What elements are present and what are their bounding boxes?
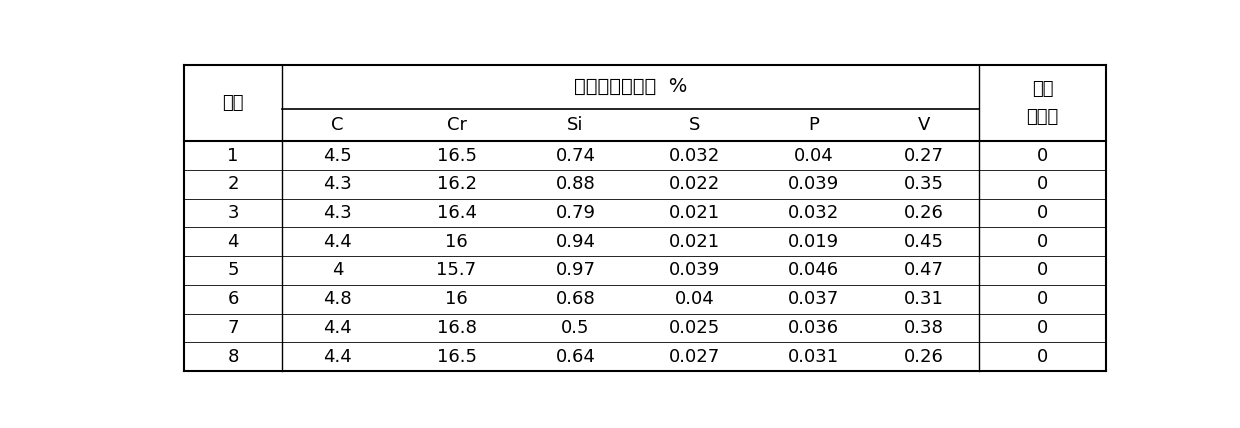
Text: 0: 0 [1037, 319, 1048, 337]
Text: 0.039: 0.039 [787, 175, 839, 193]
Text: 4.4: 4.4 [324, 348, 352, 366]
Text: 0.021: 0.021 [668, 233, 720, 251]
Text: 16.8: 16.8 [436, 319, 476, 337]
Text: 0.019: 0.019 [787, 233, 839, 251]
Text: 0.64: 0.64 [556, 348, 595, 366]
Text: 0.032: 0.032 [787, 204, 839, 222]
Text: C: C [331, 116, 343, 134]
Text: 3: 3 [227, 204, 239, 222]
Text: 0.88: 0.88 [556, 175, 595, 193]
Text: 0.04: 0.04 [794, 146, 833, 164]
Text: 16.2: 16.2 [436, 175, 476, 193]
Text: 0.38: 0.38 [904, 319, 944, 337]
Text: 0.27: 0.27 [904, 146, 944, 164]
Text: 16.5: 16.5 [436, 146, 476, 164]
Text: 16: 16 [445, 290, 467, 308]
Text: 0: 0 [1037, 146, 1048, 164]
Text: 炉号: 炉号 [222, 94, 244, 112]
Text: 0.046: 0.046 [787, 262, 839, 279]
Text: 0.5: 0.5 [562, 319, 590, 337]
Text: 0.26: 0.26 [904, 204, 944, 222]
Text: 7: 7 [227, 319, 239, 337]
Text: 0: 0 [1037, 233, 1048, 251]
Text: 0.025: 0.025 [668, 319, 720, 337]
Text: 0.037: 0.037 [787, 290, 839, 308]
Text: 16.4: 16.4 [436, 204, 476, 222]
Text: Si: Si [567, 116, 584, 134]
Text: 0: 0 [1037, 290, 1048, 308]
Text: 0: 0 [1037, 348, 1048, 366]
Text: 0.94: 0.94 [556, 233, 595, 251]
Text: 0.68: 0.68 [556, 290, 595, 308]
Text: 0.039: 0.039 [668, 262, 720, 279]
Text: 4.4: 4.4 [324, 233, 352, 251]
Text: 0: 0 [1037, 262, 1048, 279]
Text: 4.3: 4.3 [324, 204, 352, 222]
Text: V: V [918, 116, 930, 134]
Text: 4.4: 4.4 [324, 319, 352, 337]
Text: 4: 4 [227, 233, 239, 251]
Text: P: P [808, 116, 818, 134]
Text: 0.04: 0.04 [675, 290, 714, 308]
Text: 0.35: 0.35 [904, 175, 944, 193]
Text: 0.47: 0.47 [904, 262, 944, 279]
Text: S: S [688, 116, 701, 134]
Text: 0.022: 0.022 [668, 175, 720, 193]
Text: 0: 0 [1037, 175, 1048, 193]
Text: 0.032: 0.032 [668, 146, 720, 164]
Text: 16: 16 [445, 233, 467, 251]
Text: 4: 4 [332, 262, 343, 279]
Text: Cr: Cr [446, 116, 466, 134]
Text: 0: 0 [1037, 204, 1048, 222]
Text: 0.031: 0.031 [787, 348, 839, 366]
Text: 0.036: 0.036 [787, 319, 839, 337]
Text: 2: 2 [227, 175, 239, 193]
Text: 16.5: 16.5 [436, 348, 476, 366]
Text: 15.7: 15.7 [436, 262, 476, 279]
Text: 0.31: 0.31 [904, 290, 944, 308]
Text: 8: 8 [227, 348, 239, 366]
Text: 6: 6 [227, 290, 239, 308]
Text: 4.3: 4.3 [324, 175, 352, 193]
Text: 5: 5 [227, 262, 239, 279]
Text: 铬基合金鉢成分  %: 铬基合金鉢成分 % [574, 77, 687, 96]
Text: 0.97: 0.97 [556, 262, 595, 279]
Text: 0.021: 0.021 [668, 204, 720, 222]
Text: 0.027: 0.027 [668, 348, 720, 366]
Text: 1: 1 [227, 146, 239, 164]
Text: 渣中: 渣中 [1032, 80, 1053, 98]
Text: 0.45: 0.45 [904, 233, 944, 251]
Text: 4.5: 4.5 [324, 146, 352, 164]
Text: 4.8: 4.8 [324, 290, 352, 308]
Text: 0.74: 0.74 [556, 146, 595, 164]
Text: 0.79: 0.79 [556, 204, 595, 222]
Text: 六价铬: 六价铬 [1027, 108, 1059, 126]
Text: 0.26: 0.26 [904, 348, 944, 366]
